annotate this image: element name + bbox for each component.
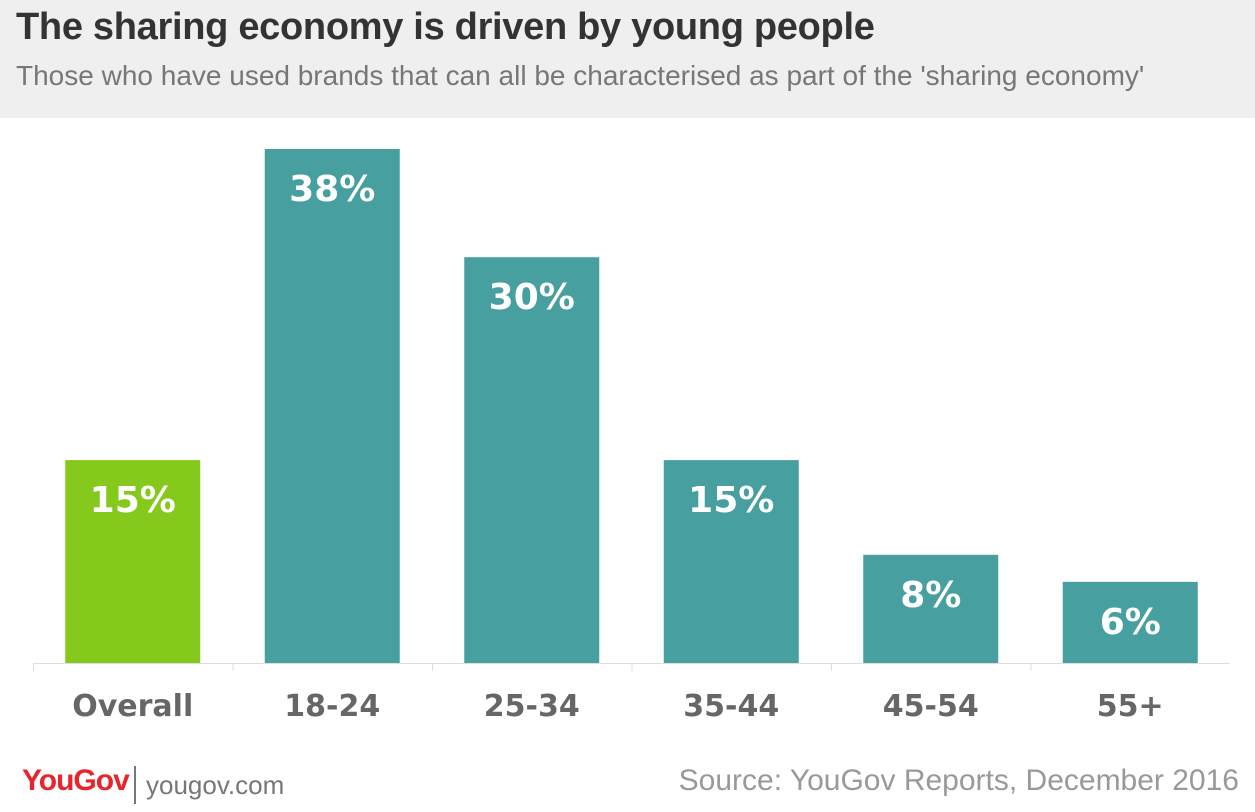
source-note: Source: YouGov Reports, December 2016 (678, 764, 1239, 797)
bar-value-label: 15% (688, 480, 774, 521)
category-label: 55+ (1097, 689, 1164, 724)
bar-value-label: 15% (90, 480, 176, 521)
bar-value-label: 38% (289, 169, 375, 210)
category-label: 25-34 (484, 689, 580, 724)
bar-25-34 (464, 257, 600, 663)
category-label: 35-44 (683, 689, 779, 724)
category-label: Overall (72, 689, 193, 724)
bar-value-label: 8% (900, 575, 961, 616)
bar-55- (1062, 581, 1198, 663)
bar-value-label: 6% (1100, 602, 1161, 643)
bar-chart: 15% Overall 38% 18-24 30% 25-34 15% 35-44 8% 45-5… (33, 149, 1230, 724)
bar-18-24 (264, 149, 400, 663)
bar-value-label: 30% (489, 277, 575, 318)
chart-subtitle: Those who have used brands that can all … (16, 60, 1145, 91)
header: The sharing economy is driven by young p… (0, 0, 1255, 118)
bar-45-54 (863, 554, 999, 663)
bar-35-44 (663, 460, 799, 663)
category-label: 18-24 (284, 689, 380, 724)
category-label: 45-54 (883, 689, 979, 724)
bar-overall (65, 460, 201, 663)
footer-site: yougov.com (146, 770, 285, 800)
yougov-logo: YouGov (22, 764, 130, 797)
chart-title: The sharing economy is driven by young p… (16, 6, 875, 48)
footer-divider (134, 766, 136, 804)
